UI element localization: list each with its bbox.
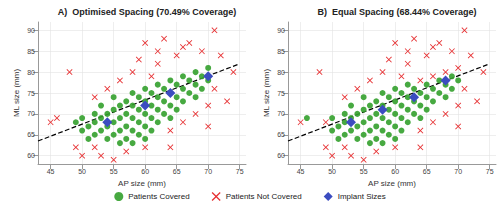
svg-text:70: 70 <box>454 168 462 175</box>
svg-text:Implant Sizes: Implant Sizes <box>338 192 386 201</box>
svg-text:55: 55 <box>110 168 118 175</box>
svg-text:65: 65 <box>27 131 35 138</box>
svg-text:70: 70 <box>204 168 212 175</box>
svg-text:Patients Covered: Patients Covered <box>128 192 189 201</box>
svg-text:60: 60 <box>27 152 35 159</box>
svg-text:B) Equal Spacing (68.44% Cove: B) Equal Spacing (68.44% Coverage) <box>317 7 476 17</box>
svg-text:A) Optimised Spacing (70.49%: A) Optimised Spacing (70.49% Coverage) <box>58 7 237 17</box>
svg-text:ML size (mm): ML size (mm) <box>262 69 271 117</box>
svg-text:60: 60 <box>141 168 149 175</box>
svg-text:ML size (mm): ML size (mm) <box>12 69 21 117</box>
svg-text:65: 65 <box>173 168 181 175</box>
svg-text:80: 80 <box>27 69 35 76</box>
svg-text:90: 90 <box>27 27 35 34</box>
svg-text:90: 90 <box>277 27 285 34</box>
svg-text:AP size (mm): AP size (mm) <box>118 179 166 188</box>
svg-text:55: 55 <box>360 168 368 175</box>
svg-text:80: 80 <box>277 69 285 76</box>
svg-text:75: 75 <box>277 90 285 97</box>
svg-text:45: 45 <box>47 168 55 175</box>
svg-text:65: 65 <box>277 131 285 138</box>
svg-text:70: 70 <box>27 110 35 117</box>
svg-text:75: 75 <box>27 90 35 97</box>
svg-text:AP size (mm): AP size (mm) <box>368 179 416 188</box>
svg-text:75: 75 <box>486 168 494 175</box>
svg-text:75: 75 <box>236 168 244 175</box>
svg-text:85: 85 <box>27 48 35 55</box>
svg-text:85: 85 <box>277 48 285 55</box>
svg-text:65: 65 <box>423 168 431 175</box>
svg-text:60: 60 <box>277 152 285 159</box>
svg-text:70: 70 <box>277 110 285 117</box>
svg-text:45: 45 <box>297 168 305 175</box>
svg-text:60: 60 <box>391 168 399 175</box>
svg-text:50: 50 <box>78 168 86 175</box>
svg-text:Patients Not Covered: Patients Not Covered <box>226 192 302 201</box>
svg-text:50: 50 <box>328 168 336 175</box>
